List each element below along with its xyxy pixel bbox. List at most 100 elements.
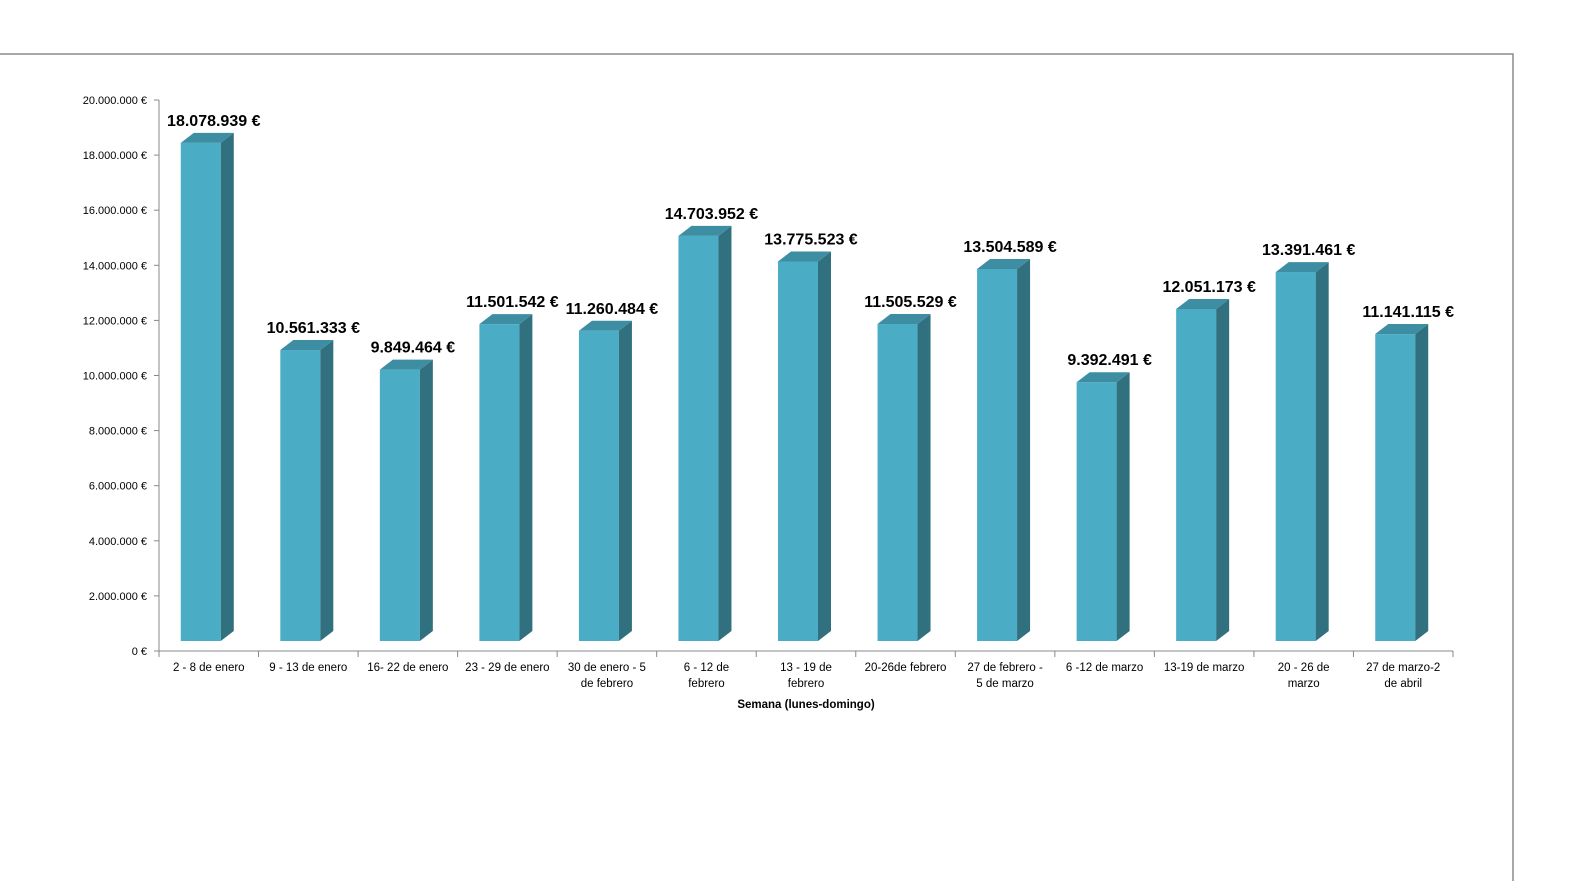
bar-side [1116,372,1130,641]
y-tick-label: 6.000.000 € [89,481,147,493]
y-tick-label: 16.000.000 € [83,205,147,217]
bar-top [1076,372,1130,383]
bar-side [917,314,931,641]
y-tick-label: 10.000.000 € [83,371,147,383]
bar-top [379,359,433,370]
bar [479,314,533,641]
bar-front [1375,334,1416,641]
bar [280,340,334,641]
bar [1176,298,1230,641]
bar [778,251,831,641]
bar-top [977,258,1031,269]
bar-front [1176,308,1217,641]
x-tick-label: febrero [788,678,824,690]
bar-side [618,320,632,641]
y-tick-label: 0 € [132,646,147,658]
data-label: 11.141.115 € [1362,304,1454,321]
bar-front [1076,382,1117,641]
data-label: 13.391.461 € [1262,242,1356,259]
x-tick-label: marzo [1288,678,1320,690]
data-label: 10.561.333 € [267,320,361,337]
x-tick-label: 2 - 8 de enero [173,662,245,674]
bar-side [419,359,433,641]
x-tick-label: 6 -12 de marzo [1066,662,1143,674]
bar-side [220,132,234,641]
x-axis: 2 - 8 de enero 9 - 13 de enero 16- 22 de e… [158,650,1454,690]
bar [379,359,433,641]
chart-area-border [0,53,1514,881]
data-label: 11.260.484 € [566,301,659,318]
x-tick-label: 13-19 de marzo [1164,662,1245,674]
bar [180,132,234,641]
bars [180,132,1429,641]
bar-front [578,330,619,641]
bar-front [778,261,818,641]
bar [578,320,632,641]
bar-front [379,369,420,641]
bar-top [1275,262,1329,273]
data-label: 13.775.523 € [764,231,858,248]
x-tick-label: febrero [688,678,724,690]
y-tick-label: 8.000.000 € [89,426,147,438]
bar [678,225,732,641]
bar-top [877,314,931,325]
bar [1275,262,1329,641]
x-tick-label: de abril [1384,678,1422,690]
data-label: 18.078.939 € [167,113,261,130]
x-tick-label: de febrero [581,678,633,690]
data-label: 11.501.542 € [466,294,559,311]
bar-top [778,251,831,262]
bar-top [1375,324,1429,335]
bar-side [1216,298,1230,641]
x-tick-label: 30 de enero - 5 [568,662,646,674]
bar-front [280,350,321,641]
x-tick-label: 6 - 12 de [684,662,729,674]
bar-front [180,142,221,641]
y-tick-label: 4.000.000 € [89,536,147,548]
bar [1375,324,1429,641]
x-tick-label: 23 - 29 de enero [465,662,549,674]
x-tick-label: 16- 22 de enero [367,662,448,674]
data-label: 14.703.952 € [665,206,759,223]
x-axis-title: Semana (lunes-domingo) [737,699,875,711]
bar-side [1017,258,1031,641]
bar-side [1315,262,1329,641]
bar-top [280,340,334,351]
bar-top [479,314,533,325]
bar-front [1275,272,1316,641]
y-tick-label: 18.000.000 € [83,150,147,162]
y-tick-label: 20.000.000 € [83,95,147,107]
bar-side [1415,324,1429,641]
data-label: 11.505.529 € [864,294,957,311]
data-label: 9.392.491 € [1067,352,1152,369]
bar-side [320,340,334,641]
bar [977,258,1031,641]
x-tick-label: 27 de febrero - [967,662,1043,674]
y-tick-label: 2.000.000 € [89,591,147,603]
y-tick-label: 14.000.000 € [83,260,147,272]
bar-front [678,235,719,641]
bar-front [977,268,1018,641]
x-tick-label: 9 - 13 de enero [269,662,347,674]
bar-top [180,132,234,143]
data-label: 12.051.173 € [1162,279,1256,296]
bar-top [1176,298,1230,309]
bar-side [818,251,831,641]
x-tick-label: 13 - 19 de [780,662,832,674]
bar-front [479,324,520,641]
data-label: 13.504.589 € [963,239,1057,256]
y-axis: 0 € 2.000.000 € 4.000.000 € 6.000.000 € 8.00… [83,95,160,658]
data-label: 9.849.464 € [371,340,456,357]
x-tick-label: 20-26de febrero [865,662,947,674]
bar-front [877,324,918,641]
bar [877,314,931,641]
data-labels: 18.078.939 € 10.561.333 € 9.849.464 € 11.50… [167,113,1454,369]
y-tick-label: 12.000.000 € [83,315,147,327]
x-tick-label: 5 de marzo [976,678,1034,690]
x-tick-label: 20 - 26 de [1278,662,1330,674]
bar [1076,372,1130,641]
bar-top [678,225,732,236]
bar-top [578,320,632,331]
